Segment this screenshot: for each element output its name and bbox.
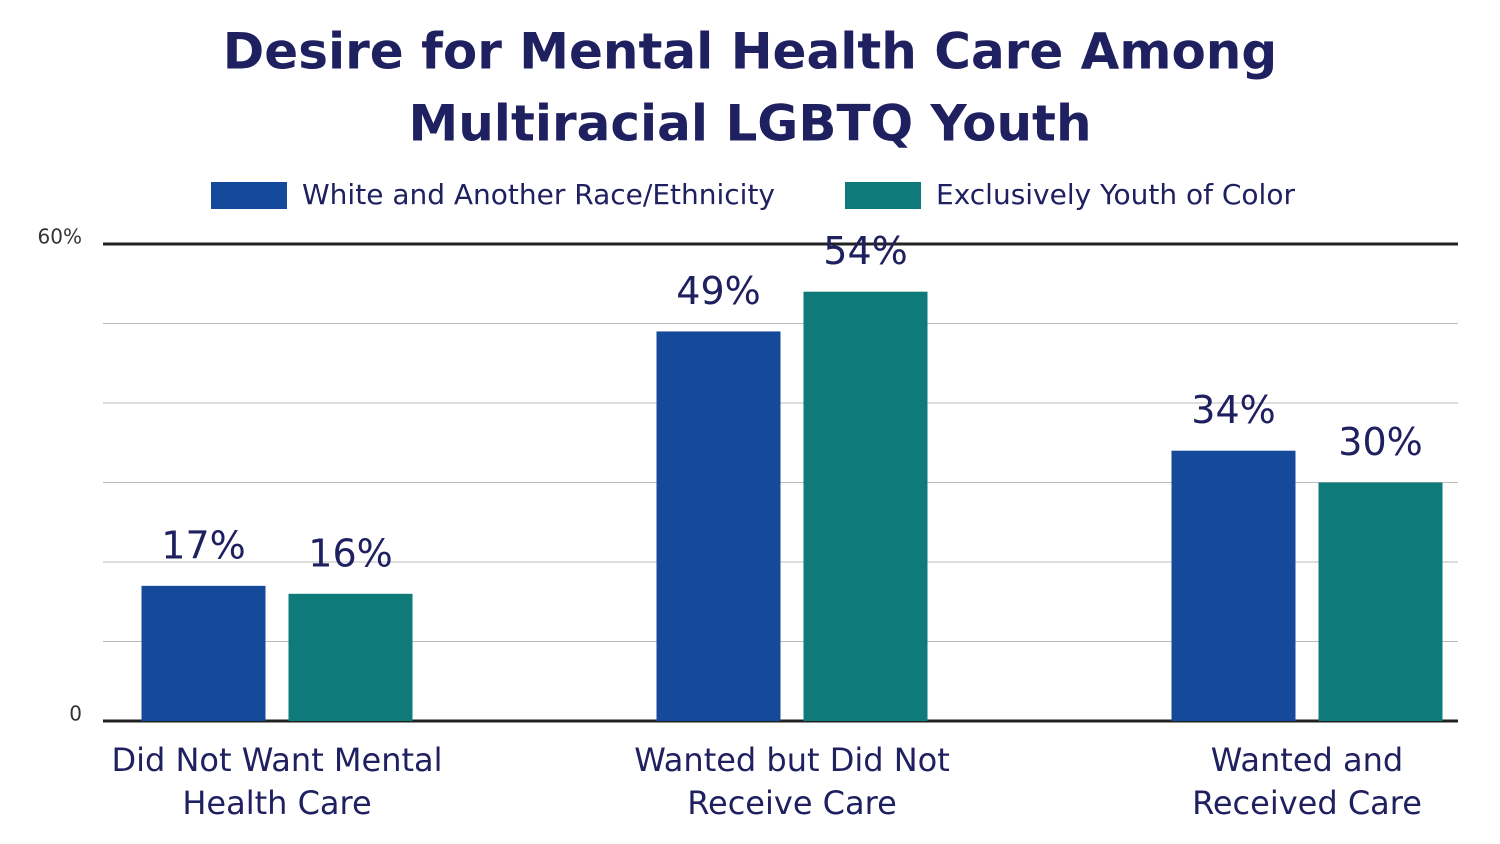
legend-swatch — [845, 182, 921, 209]
bar — [656, 331, 781, 721]
legend-label: White and Another Race/Ethnicity — [302, 178, 775, 211]
bar — [141, 585, 266, 721]
x-tick-label: Received Care — [1192, 784, 1422, 822]
chart-title: Desire for Mental Health Care Among — [223, 23, 1277, 81]
x-tick-label: Wanted and — [1211, 741, 1403, 779]
legend-swatch — [211, 182, 287, 209]
x-tick-label: Wanted but Did Not — [634, 741, 950, 779]
y-tick-label: 0 — [69, 702, 82, 726]
legend-label: Exclusively Youth of Color — [936, 178, 1295, 211]
bar — [803, 291, 928, 721]
bar — [288, 593, 413, 721]
value-label: 54% — [823, 229, 907, 273]
x-tick-label: Did Not Want Mental — [111, 741, 442, 779]
bar — [1171, 450, 1296, 721]
bar — [1318, 482, 1443, 721]
value-label: 30% — [1338, 420, 1422, 464]
chart-title: Multiracial LGBTQ Youth — [408, 95, 1091, 153]
x-tick-label: Receive Care — [687, 784, 897, 822]
x-tick-label: Health Care — [182, 784, 371, 822]
value-label: 16% — [308, 531, 392, 575]
value-label: 17% — [161, 523, 245, 567]
y-tick-label: 60% — [38, 225, 82, 249]
value-label: 34% — [1191, 388, 1275, 432]
value-label: 49% — [676, 269, 760, 313]
